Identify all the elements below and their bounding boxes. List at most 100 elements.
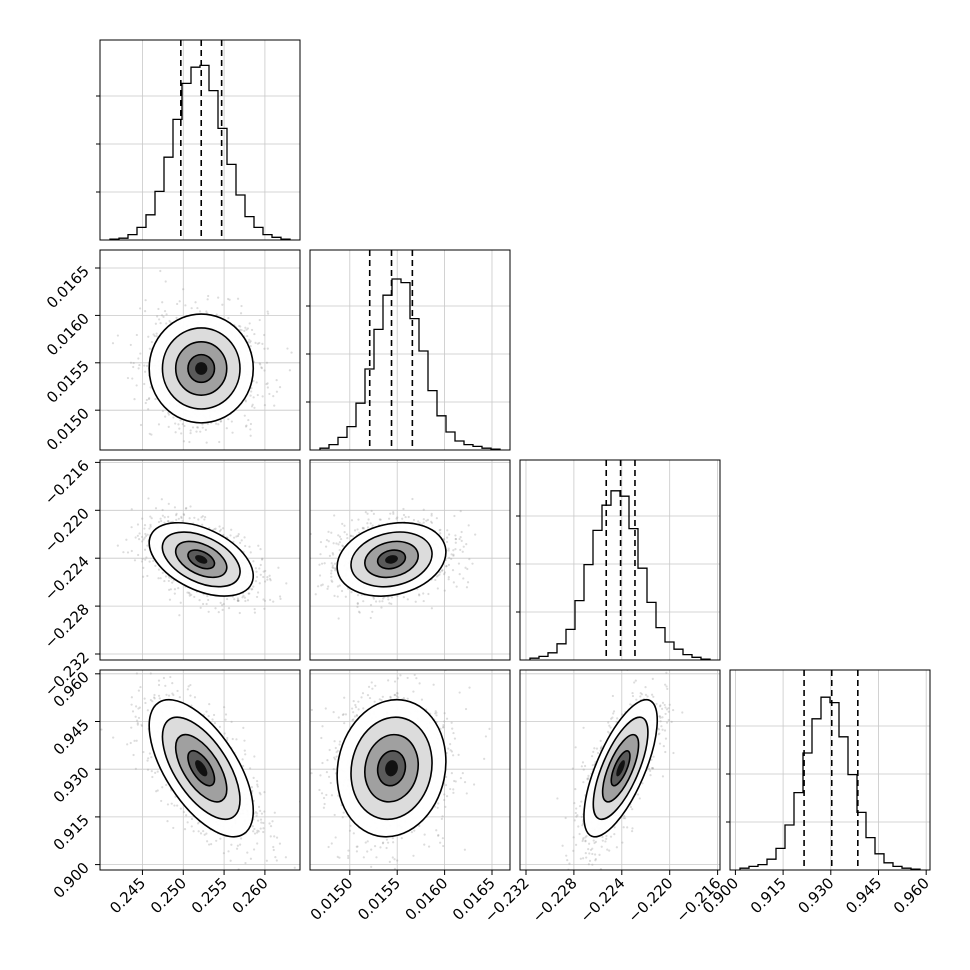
sample-point [442, 538, 446, 541]
sample-point [351, 535, 354, 538]
sample-point [186, 591, 189, 594]
sample-point [163, 310, 167, 313]
sample-point [447, 549, 450, 552]
sample-point [378, 518, 381, 521]
sample-point [187, 591, 191, 594]
sample-point [239, 541, 242, 544]
sample-point [177, 517, 180, 520]
sample-point [167, 515, 170, 518]
sample-point [222, 602, 225, 606]
sample-point [445, 540, 449, 544]
sample-point [182, 513, 186, 517]
sample-point [219, 837, 222, 840]
panel-frame [309, 459, 511, 661]
sample-point [141, 557, 144, 561]
sample-point [323, 562, 326, 565]
sample-point [454, 537, 457, 541]
sample-point [222, 852, 225, 855]
sample-point [138, 532, 141, 535]
sample-point [422, 592, 425, 595]
sample-point [111, 342, 115, 345]
sample-point [258, 318, 261, 322]
sample-point [250, 328, 254, 332]
sample-point [188, 517, 191, 520]
sample-point [221, 604, 224, 607]
sample-point [330, 572, 333, 575]
sample-point [154, 564, 157, 567]
sample-point [159, 269, 162, 273]
sample-point [168, 588, 171, 591]
scatter-panel-2-0 [99, 459, 301, 661]
sample-point [462, 577, 465, 580]
sample-point [167, 425, 170, 428]
sample-point [163, 521, 166, 524]
sample-point [330, 562, 333, 565]
sample-point [356, 594, 360, 597]
sample-point [148, 432, 151, 435]
sample-point [175, 514, 178, 517]
sample-point [165, 322, 168, 325]
sample-point [205, 441, 208, 444]
sample-point [445, 565, 448, 568]
sample-point [425, 519, 428, 522]
sample-point [272, 845, 275, 849]
sample-point [443, 573, 446, 576]
sample-point [161, 301, 164, 304]
sample-point [435, 575, 439, 578]
sample-point [395, 517, 398, 520]
sample-point [190, 704, 193, 707]
sample-point [182, 440, 186, 443]
sample-point [450, 557, 453, 561]
sample-point [180, 432, 183, 435]
sample-point [256, 393, 259, 397]
sample-point [188, 440, 191, 444]
sample-point [430, 607, 433, 610]
sample-point [133, 398, 136, 401]
sample-point [185, 506, 188, 510]
sample-point [262, 570, 265, 573]
sample-point [346, 536, 349, 540]
sample-point [243, 414, 246, 417]
sample-point [158, 318, 161, 321]
sample-point [249, 428, 252, 431]
sample-point [198, 599, 201, 602]
sample-point [126, 376, 130, 380]
sample-point [240, 539, 243, 542]
sample-point [284, 856, 287, 859]
sample-point [266, 576, 269, 579]
sample-point [226, 738, 229, 741]
sample-point [319, 553, 322, 556]
sample-point [225, 427, 228, 430]
sample-point [259, 573, 262, 576]
sample-point [197, 518, 200, 521]
sample-point [268, 574, 271, 577]
sample-point [330, 531, 333, 534]
sample-point [207, 294, 210, 298]
sample-point [333, 594, 336, 597]
sample-point [345, 533, 349, 536]
sample-point [266, 310, 269, 313]
sample-point [233, 598, 236, 601]
sample-point [266, 578, 269, 581]
sample-point [164, 415, 167, 418]
sample-point [455, 585, 458, 588]
sample-point [146, 544, 149, 547]
sample-point [369, 616, 372, 620]
sample-point [333, 567, 337, 570]
sample-point [157, 568, 161, 571]
sample-point [147, 757, 150, 760]
sample-point [201, 423, 204, 426]
sample-point [443, 589, 446, 592]
sample-point [358, 611, 361, 614]
sample-point [201, 523, 204, 526]
sample-point [219, 420, 223, 423]
sample-point [171, 682, 174, 685]
sample-point [157, 307, 160, 311]
sample-point [163, 579, 166, 583]
sample-point [379, 518, 382, 521]
sample-point [466, 581, 470, 584]
sample-point [227, 606, 231, 610]
sample-point [247, 418, 250, 422]
sample-point [201, 426, 204, 429]
sample-point [215, 839, 218, 842]
